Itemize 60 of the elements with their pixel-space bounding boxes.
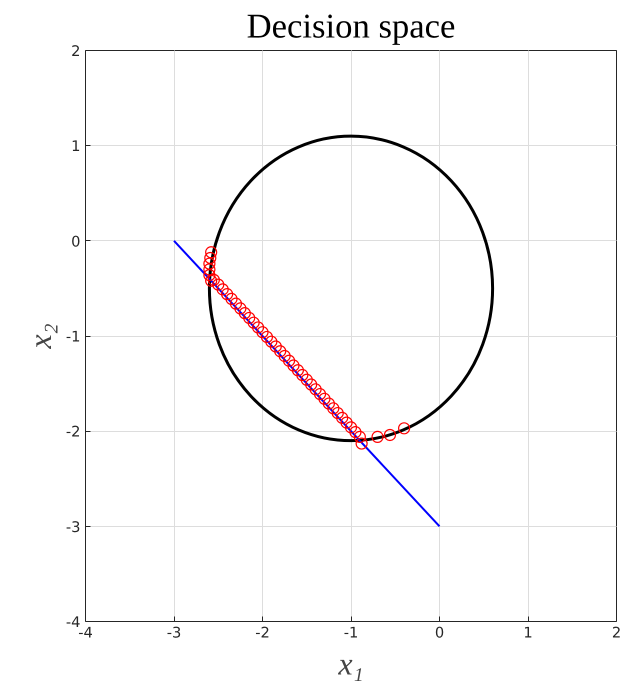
x-tick-label: -3 bbox=[166, 624, 182, 642]
y-tick-label: -4 bbox=[66, 614, 81, 631]
point bbox=[332, 406, 344, 420]
point bbox=[252, 321, 264, 334]
point bbox=[230, 298, 242, 310]
point bbox=[205, 274, 218, 287]
chart-title: Decision space bbox=[246, 8, 456, 46]
point bbox=[327, 402, 340, 414]
point bbox=[292, 364, 304, 376]
point bbox=[270, 340, 282, 353]
point bbox=[278, 350, 291, 362]
x-tick-label: 2 bbox=[612, 624, 622, 642]
point bbox=[340, 416, 353, 429]
x-axis-title: x₁ bbox=[337, 646, 364, 682]
point bbox=[274, 345, 286, 358]
x-tick-label: 0 bbox=[434, 624, 444, 642]
x-tick-label: 1 bbox=[523, 624, 533, 642]
point bbox=[203, 263, 216, 276]
point bbox=[234, 302, 246, 314]
point bbox=[243, 312, 256, 324]
point bbox=[256, 326, 269, 338]
point bbox=[356, 437, 368, 450]
point bbox=[322, 397, 335, 410]
point bbox=[248, 316, 260, 329]
y-tick-label: -2 bbox=[66, 424, 81, 441]
point bbox=[287, 359, 300, 372]
point bbox=[260, 330, 274, 344]
point bbox=[314, 388, 326, 400]
point bbox=[398, 422, 410, 434]
point bbox=[212, 278, 224, 291]
y-tick-label: 2 bbox=[71, 43, 81, 60]
point bbox=[336, 412, 348, 424]
point bbox=[208, 274, 220, 286]
point bbox=[203, 258, 216, 270]
point bbox=[282, 354, 296, 367]
point bbox=[221, 288, 234, 300]
point bbox=[238, 307, 251, 320]
point bbox=[204, 252, 216, 264]
x-tick-label: -1 bbox=[344, 624, 358, 642]
point bbox=[216, 283, 229, 296]
x-tick-label: -2 bbox=[255, 624, 270, 642]
y-tick-label: 0 bbox=[71, 233, 81, 250]
point bbox=[205, 246, 218, 258]
point bbox=[296, 368, 308, 382]
point bbox=[265, 336, 278, 348]
point bbox=[310, 383, 322, 396]
y-tick-label: -1 bbox=[66, 328, 81, 346]
point bbox=[371, 430, 384, 443]
y-tick-label: -3 bbox=[66, 518, 81, 536]
point bbox=[318, 392, 331, 405]
point bbox=[349, 426, 362, 438]
y-tick-label: 1 bbox=[71, 138, 81, 156]
point bbox=[300, 374, 313, 386]
point bbox=[225, 292, 238, 305]
point bbox=[354, 430, 366, 443]
y-axis-title: x₂ bbox=[22, 323, 58, 350]
point bbox=[344, 421, 358, 434]
point bbox=[384, 428, 396, 442]
point bbox=[305, 378, 318, 391]
point bbox=[203, 269, 216, 282]
